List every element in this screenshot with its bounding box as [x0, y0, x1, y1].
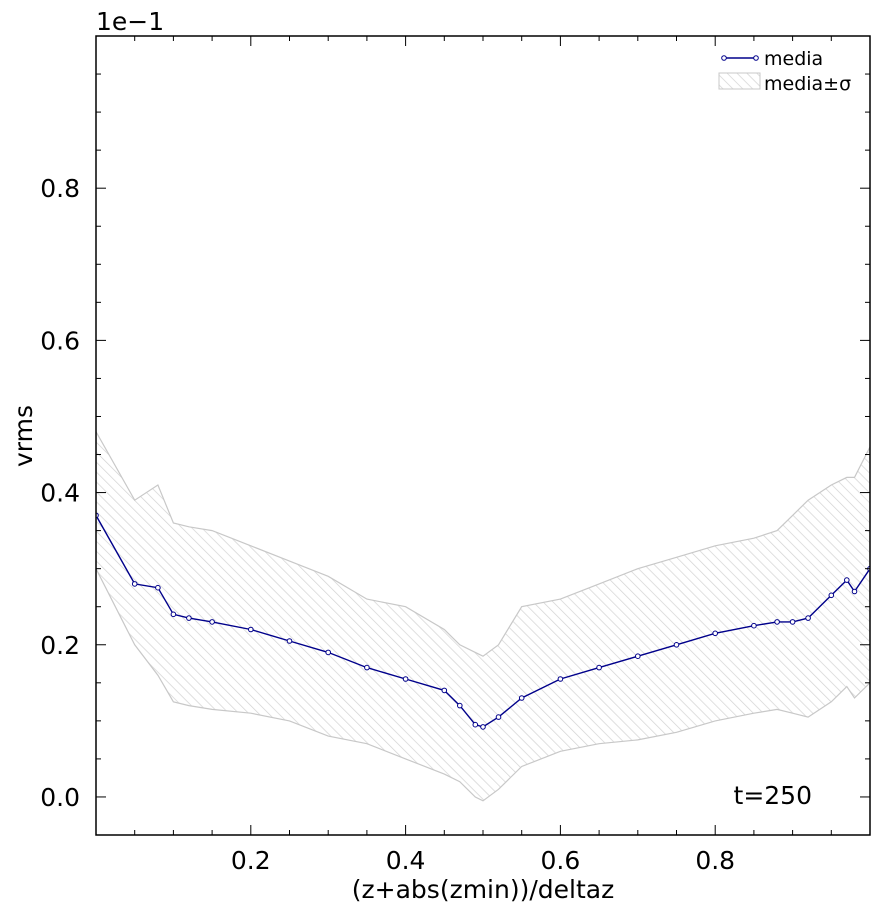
mean-point: [596, 664, 602, 671]
x-tick-label: 0.6: [541, 846, 581, 875]
mean-point: [325, 649, 332, 656]
mean-point: [851, 588, 858, 595]
legend-mean-marker-right: [753, 55, 759, 61]
time-annotation: t=250: [734, 781, 812, 810]
mean-point: [186, 615, 192, 621]
mean-point: [457, 702, 463, 709]
mean-point: [495, 714, 502, 720]
mean-point: [518, 695, 525, 701]
offset-text: 1e−1: [96, 7, 164, 36]
mean-point: [170, 611, 177, 618]
mean-point: [402, 676, 409, 682]
legend: media media±σ: [718, 48, 851, 95]
mean-point: [673, 642, 680, 648]
mean-point: [155, 584, 161, 591]
mean-point: [712, 630, 719, 637]
mean-point: [635, 653, 641, 660]
y-tick-label: 0.4: [40, 479, 80, 508]
y-tick-label: 0.0: [40, 783, 80, 812]
mean-line-layer: [96, 512, 870, 730]
std-band-area: [96, 430, 870, 802]
y-axis-label: vrms: [9, 405, 38, 467]
legend-band-label: media±σ: [764, 73, 851, 95]
mean-point: [131, 581, 138, 587]
x-tick-label: 0.8: [695, 846, 735, 875]
legend-band-swatch: [718, 72, 761, 90]
mean-point: [209, 619, 215, 625]
x-tick-label: 0.4: [386, 846, 426, 875]
mean-point: [364, 664, 370, 671]
mean-point: [286, 638, 293, 644]
mean-point: [472, 721, 479, 728]
mean-point: [480, 724, 486, 730]
mean-point: [805, 615, 811, 621]
mean-point: [751, 622, 757, 629]
mean-point: [774, 619, 780, 625]
std-band-layer: [96, 430, 870, 802]
x-tick-label: 0.2: [231, 846, 271, 875]
legend-mean-marker-left: [721, 55, 727, 61]
y-tick-label: 0.8: [40, 174, 80, 203]
ticks-layer: 0.2 0.4 0.6 0.8 0.0 0.2 0.4 0.6 0.8: [40, 36, 870, 875]
mean-point: [248, 626, 254, 633]
plot-frame: [95, 35, 871, 836]
y-tick-label: 0.2: [40, 631, 80, 660]
legend-mean-label: media: [764, 48, 823, 70]
mean-point: [441, 687, 448, 694]
mean-point: [844, 577, 850, 583]
mean-point: [789, 619, 796, 625]
mean-point: [828, 592, 835, 599]
x-axis-label: (z+abs(zmin))/deltaz: [352, 875, 614, 904]
mean-point: [557, 676, 564, 682]
y-tick-label: 0.6: [40, 326, 80, 355]
